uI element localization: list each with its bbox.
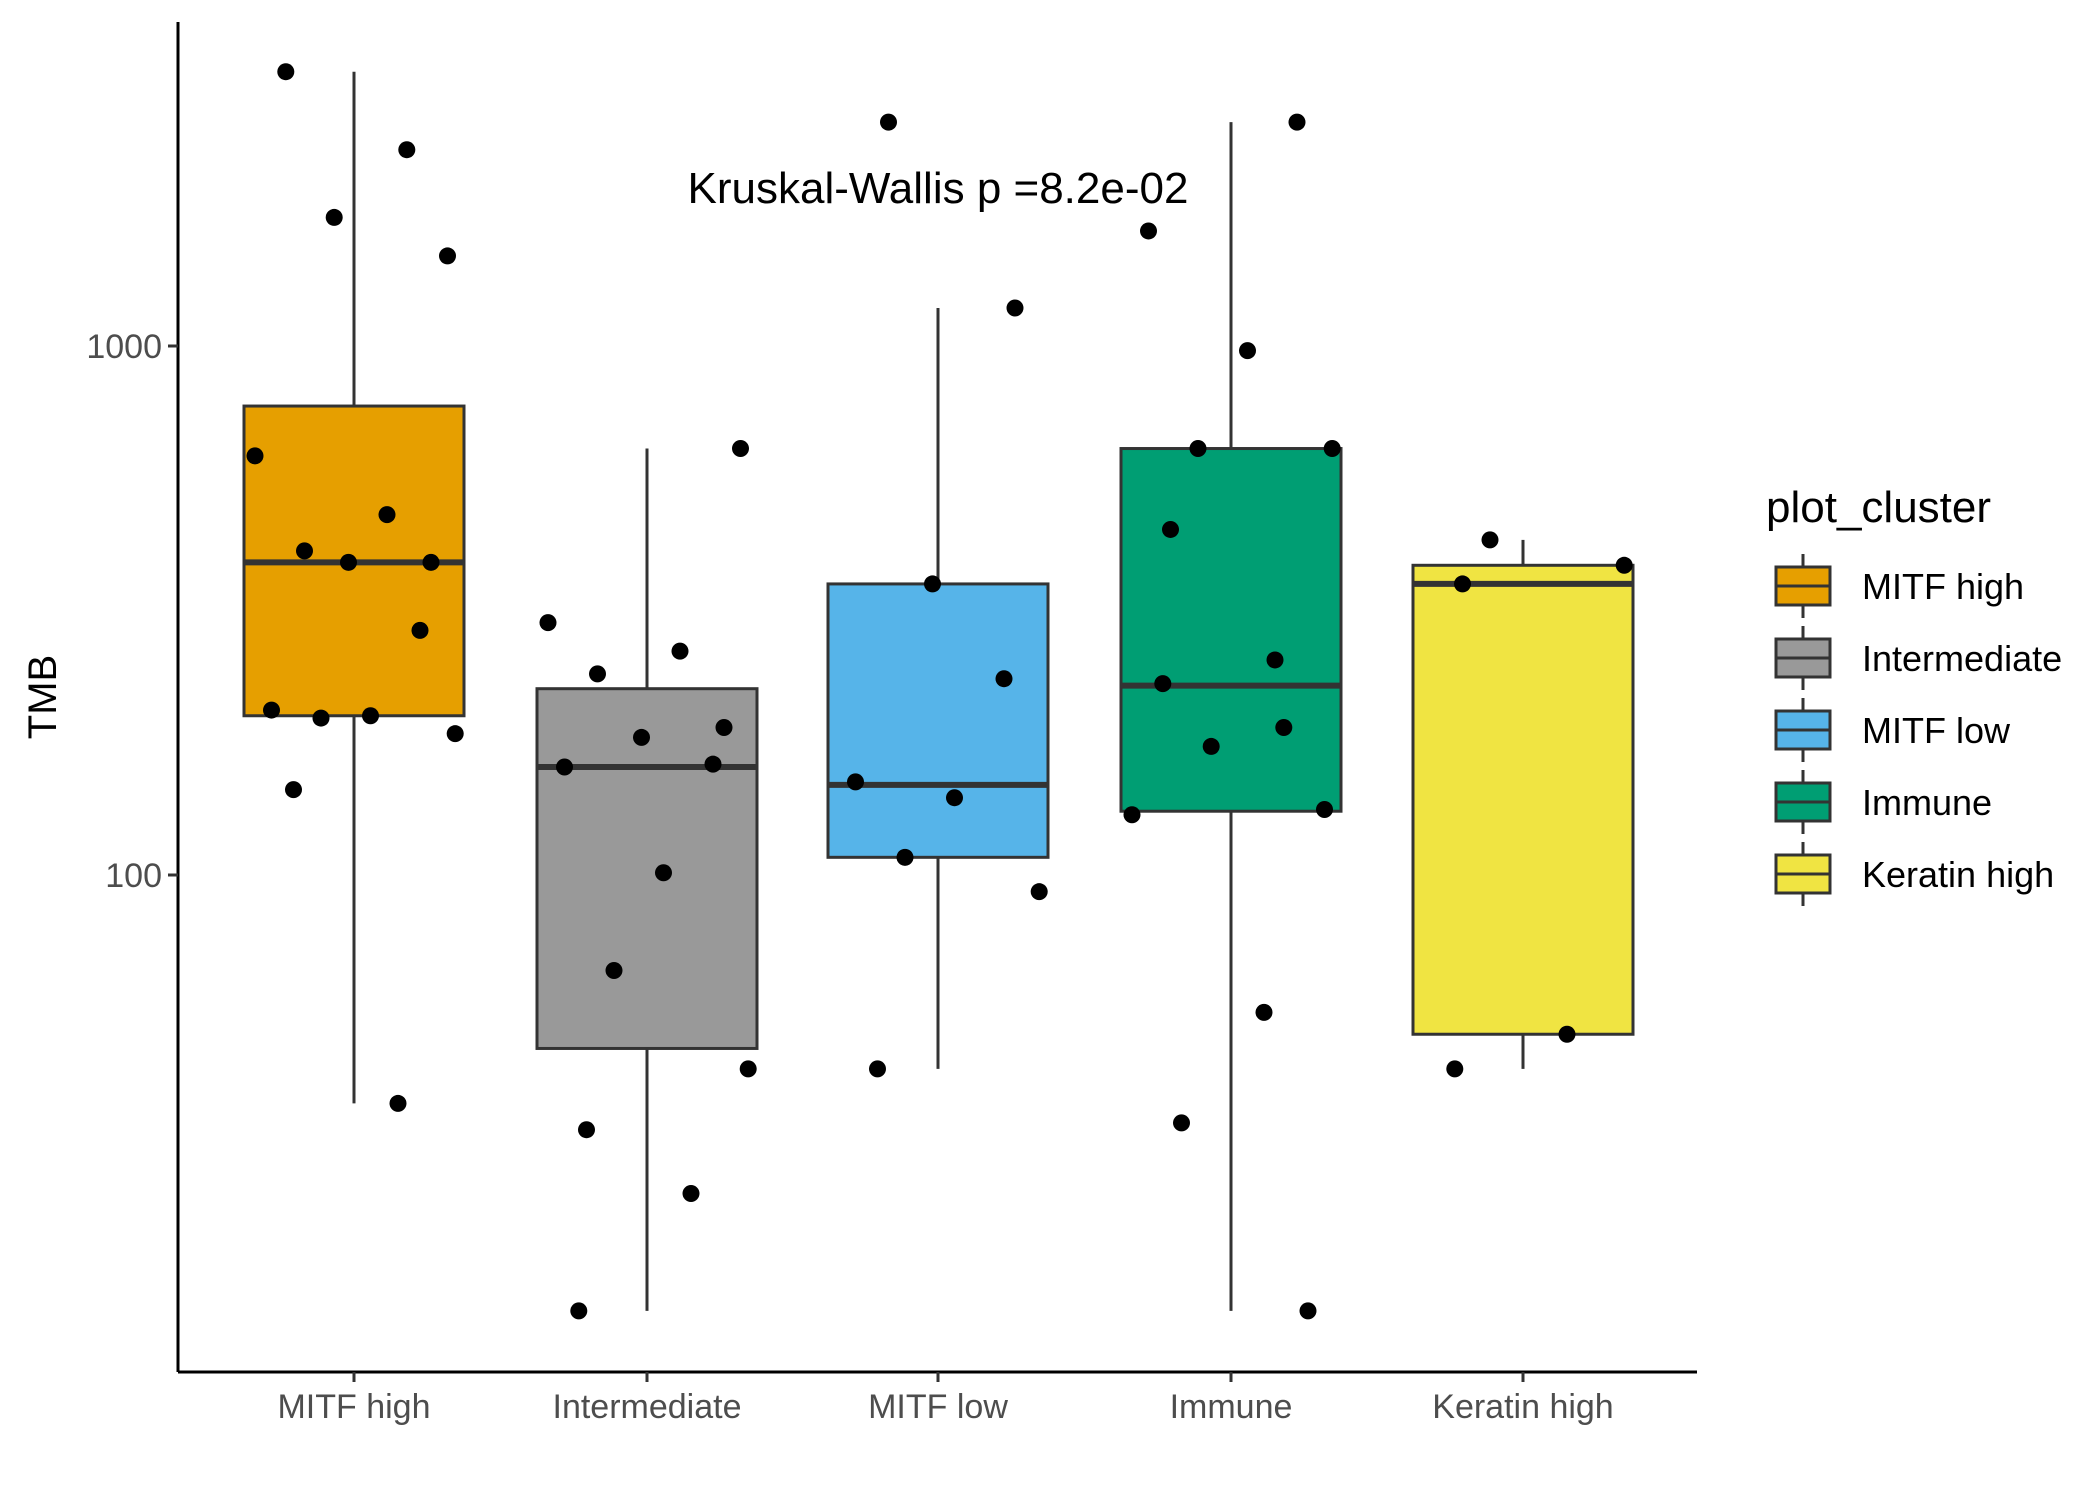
box-mitf-low [826, 582, 1050, 859]
data-point-mitf-low [946, 789, 963, 807]
data-point-intermediate [605, 961, 623, 979]
data-point-intermediate [671, 642, 689, 660]
data-point-mitf-high [389, 1094, 407, 1112]
data-point-keratin-high [1454, 575, 1471, 593]
data-point-immune [1239, 342, 1256, 360]
data-point-mitf-low [924, 575, 941, 593]
legend-label-keratin-high: Keratin high [1862, 854, 2054, 895]
data-point-intermediate [715, 719, 733, 737]
data-point-mitf-high [378, 506, 396, 524]
data-point-immune [1266, 651, 1284, 669]
data-point-mitf-high [277, 63, 295, 81]
annotation-text: Kruskal-Wallis p =8.2e-02 [688, 164, 1189, 213]
data-point-keratin-high [1558, 1025, 1576, 1043]
x-tick-label: Immune [1170, 1388, 1293, 1426]
data-point-immune [1140, 222, 1157, 240]
box-keratin-high [1411, 563, 1635, 1036]
data-point-keratin-high [1446, 1060, 1464, 1078]
data-point-mitf-high [285, 781, 302, 799]
data-point-mitf-high [296, 542, 313, 560]
data-point-mitf-low [1006, 299, 1024, 317]
axes: 100 1000 MITF high Intermediate MITF low Immu… [86, 22, 1697, 1426]
legend-label-intermediate: Intermediate [1862, 638, 2062, 679]
x-tick-label: MITF low [868, 1388, 1008, 1426]
data-point-immune [1162, 520, 1179, 538]
data-point-immune [1189, 440, 1207, 458]
legend: plot_cluster MITF high Intermediate MITF l… [1766, 483, 2062, 906]
data-point-mitf-low [880, 113, 897, 131]
data-point-intermediate [704, 755, 722, 773]
data-point-mitf-high [422, 553, 440, 571]
data-point-immune [1154, 675, 1172, 693]
data-point-mitf-high [398, 141, 416, 159]
data-point-keratin-high [1481, 531, 1499, 549]
data-point-immune [1275, 719, 1293, 737]
data-point-immune [1299, 1302, 1317, 1320]
data-point-mitf-high [246, 447, 264, 465]
y-tick-label: 1000 [86, 328, 162, 366]
legend-title: plot_cluster [1766, 483, 1991, 532]
data-point-mitf-high [439, 247, 456, 265]
box-immune [1119, 447, 1343, 813]
legend-label-mitf-low: MITF low [1862, 710, 2011, 751]
data-point-immune [1255, 1003, 1273, 1021]
data-point-intermediate [570, 1302, 588, 1320]
data-point-mitf-high [312, 709, 330, 727]
data-point-mitf-high [263, 701, 280, 719]
data-point-mitf-low [995, 670, 1013, 688]
data-point-mitf-low [1030, 883, 1048, 901]
data-point-intermediate [655, 864, 672, 882]
x-tick-label: Keratin high [1432, 1388, 1613, 1426]
data-point-mitf-low [869, 1060, 886, 1078]
data-point-immune [1123, 806, 1141, 824]
data-point-immune [1323, 440, 1341, 458]
legend-label-mitf-high: MITF high [1862, 566, 2024, 607]
data-point-intermediate [589, 665, 606, 683]
data-point-intermediate [539, 614, 557, 632]
data-point-immune [1316, 800, 1333, 818]
plot-area [242, 63, 1635, 1320]
data-point-intermediate [682, 1184, 700, 1202]
x-tick-label: MITF high [277, 1388, 430, 1426]
legend-label-immune: Immune [1862, 782, 1992, 823]
x-tick-label: Intermediate [553, 1388, 742, 1426]
box-intermediate [535, 687, 759, 1050]
data-point-mitf-low [896, 848, 914, 866]
data-point-mitf-high [325, 208, 343, 226]
data-point-mitf-high [411, 621, 429, 639]
data-point-mitf-high [340, 553, 357, 571]
y-axis-title: TMB [21, 655, 65, 739]
data-point-intermediate [556, 758, 573, 776]
data-point-immune [1173, 1114, 1190, 1132]
y-tick-label: 100 [105, 857, 162, 895]
data-point-immune [1288, 113, 1306, 131]
data-point-mitf-low [847, 773, 864, 791]
data-point-intermediate [633, 728, 650, 746]
data-point-mitf-high [446, 725, 464, 743]
data-point-intermediate [732, 440, 749, 458]
data-point-intermediate [739, 1060, 757, 1078]
data-point-mitf-high [362, 707, 379, 725]
data-point-immune [1202, 737, 1220, 755]
data-point-intermediate [578, 1121, 595, 1139]
data-point-keratin-high [1615, 556, 1633, 574]
